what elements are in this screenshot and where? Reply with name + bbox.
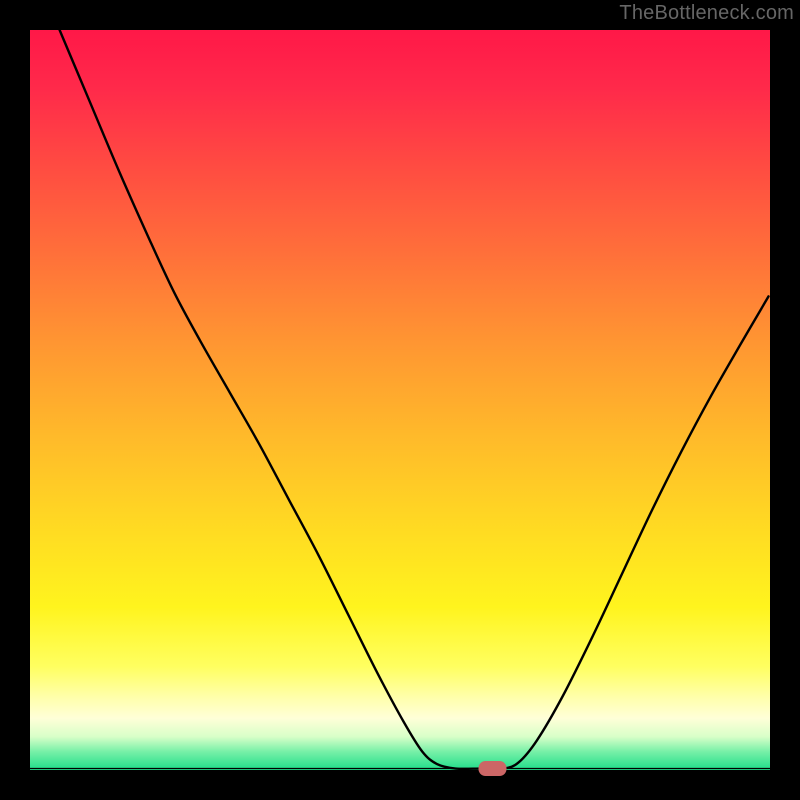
watermark-text: TheBottleneck.com	[619, 2, 794, 25]
optimal-marker	[479, 761, 507, 776]
bottleneck-chart	[0, 0, 800, 800]
plot-background	[30, 30, 770, 770]
